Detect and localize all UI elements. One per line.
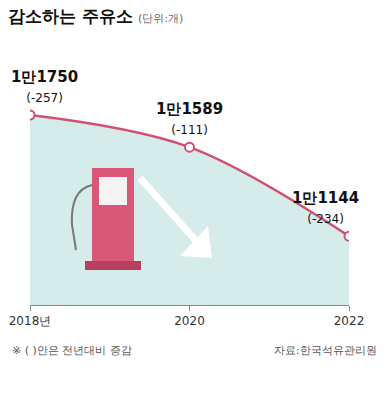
svg-text:1만1589(-111): 1만1589(-111) <box>156 100 223 137</box>
svg-text:1만1144(-234): 1만1144(-234) <box>292 189 359 226</box>
svg-text:감소하는 주유소 (단위:개): 감소하는 주유소 (단위:개) <box>8 6 184 26</box>
svg-text:자료:한국석유관리원: 자료:한국석유관리원 <box>274 344 377 357</box>
svg-text:2018년: 2018년 <box>9 314 52 328</box>
svg-text:※ ( )안은 전년대비 증감: ※ ( )안은 전년대비 증감 <box>12 344 132 357</box>
svg-text:2020: 2020 <box>174 314 205 328</box>
svg-text:2022: 2022 <box>334 314 365 328</box>
svg-text:1만1750(-257): 1만1750(-257) <box>11 68 78 105</box>
